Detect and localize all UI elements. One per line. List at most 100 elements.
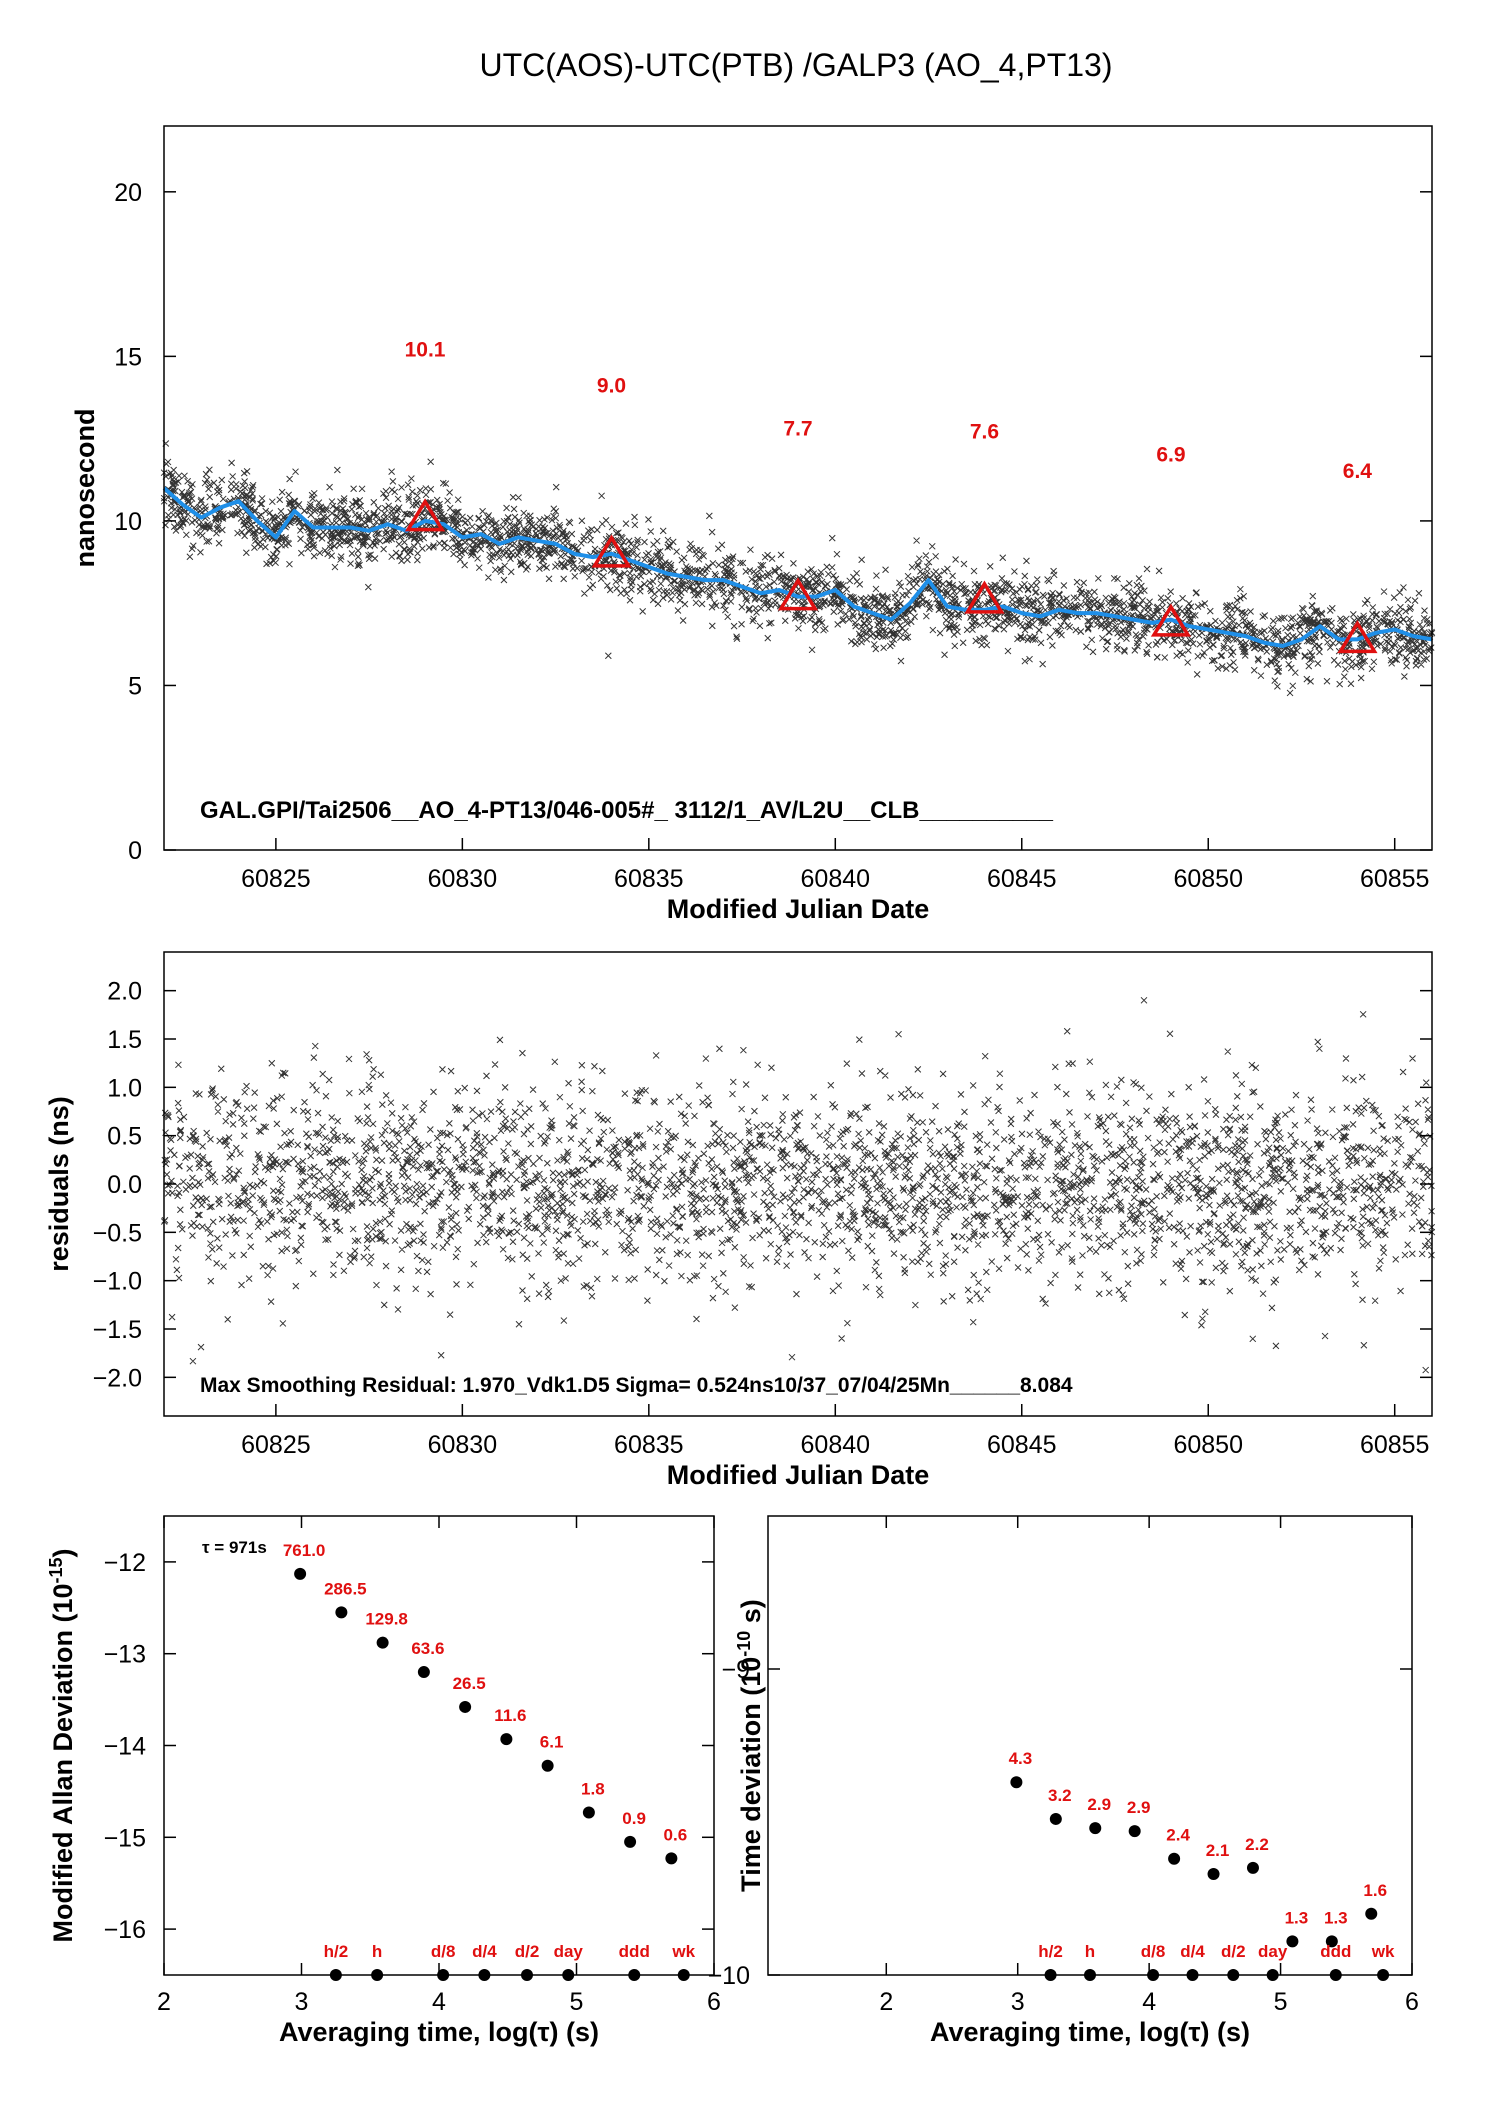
point-label: 3.2	[1048, 1786, 1072, 1805]
data-point	[665, 1852, 678, 1865]
x-tick-label: 6	[1405, 1988, 1419, 2016]
y-axis-title-exp: -15	[46, 1557, 66, 1583]
y-tick-label: 1.0	[107, 1074, 142, 1102]
interval-marker	[628, 1969, 641, 1981]
y-tick-label: 1.5	[107, 1026, 142, 1054]
y-tick-label: 15	[114, 343, 142, 371]
interval-label: ddd	[1320, 1942, 1351, 1961]
point-label: 129.8	[365, 1610, 408, 1629]
point-label: 2.4	[1166, 1826, 1190, 1845]
triangle-marker	[1150, 603, 1192, 637]
data-point	[1049, 1812, 1062, 1825]
x-tick-label: 5	[570, 1988, 584, 2016]
interval-marker	[478, 1969, 491, 1981]
y-tick-label: 0	[128, 837, 142, 865]
y-tick-label: −14	[104, 1733, 147, 1761]
triangle-marker	[777, 577, 819, 611]
interval-marker	[437, 1969, 450, 1981]
marker-label: 6.4	[1343, 460, 1373, 483]
interval-label: wk	[671, 1942, 695, 1961]
interval-label: day	[1258, 1942, 1288, 1961]
y-tick-label: 20	[114, 179, 142, 207]
x-tick-label: 3	[1011, 1988, 1025, 2016]
x-axis-title: Modified Julian Date	[667, 894, 930, 924]
marker-label: 9.0	[597, 375, 626, 398]
marker-label: 6.9	[1156, 444, 1185, 467]
y-axis-title-exp: -10	[734, 1631, 754, 1657]
interval-label: d/4	[472, 1942, 497, 1961]
residual-points	[160, 996, 1436, 1374]
interval-label: h	[1085, 1942, 1095, 1961]
x-tick-label: 60855	[1360, 865, 1430, 893]
point-label: 286.5	[324, 1579, 367, 1598]
point-label: 1.3	[1285, 1908, 1309, 1927]
y-tick-label: 0.5	[107, 1123, 142, 1151]
x-tick-label: 60835	[614, 1431, 684, 1459]
point-label: 6.1	[540, 1733, 564, 1752]
x-tick-label: 60830	[428, 865, 498, 893]
interval-label: d/8	[431, 1942, 456, 1961]
point-label: 1.8	[581, 1780, 605, 1799]
data-point	[1168, 1852, 1181, 1865]
data-point	[294, 1567, 307, 1580]
interval-label: d/2	[1221, 1942, 1246, 1961]
panel-residuals: 2.0 1.5 1.0 0.5 0.0 −0.5 −1.0 −1.5 −2.0 60825 6083…	[44, 951, 1436, 1490]
x-tick-label: 60850	[1173, 1431, 1243, 1459]
x-tick-label: 60845	[987, 1431, 1057, 1459]
interval-label: d/4	[1180, 1942, 1205, 1961]
data-point	[1246, 1861, 1259, 1874]
data-point	[1089, 1822, 1102, 1835]
y-tick-label: −12	[104, 1549, 146, 1577]
x-tick-label: 2	[879, 1988, 893, 2016]
point-label: 2.9	[1127, 1798, 1151, 1817]
data-point	[1325, 1935, 1338, 1948]
x-axis-title: Modified Julian Date	[667, 1460, 930, 1490]
interval-marker	[677, 1969, 690, 1981]
interval-marker	[1266, 1969, 1279, 1981]
data-point	[335, 1606, 348, 1619]
panel-mdev: −12 −13 −14 −15 −16 2 3 4 5 6 Averaging time, log(…	[46, 1515, 721, 2047]
y-tick-label: −1.0	[93, 1268, 142, 1296]
interval-label: d/8	[1141, 1942, 1166, 1961]
point-label: 0.6	[664, 1825, 688, 1844]
triangle-marker	[404, 498, 446, 532]
x-tick-label: 60840	[801, 865, 871, 893]
point-label: 2.2	[1245, 1835, 1269, 1854]
point-label: 4.3	[1009, 1749, 1033, 1768]
x-axis-title: Averaging time, log(τ) (s)	[279, 2017, 599, 2047]
data-point	[624, 1835, 637, 1848]
data-point	[1286, 1935, 1299, 1948]
data-points	[160, 440, 1436, 697]
y-tick-label: −1.5	[93, 1316, 142, 1344]
point-label: 761.0	[283, 1541, 326, 1560]
interval-marker	[371, 1969, 384, 1981]
x-tick-label: 60825	[241, 865, 311, 893]
point-label: 0.9	[622, 1809, 646, 1828]
data-point	[1010, 1776, 1023, 1789]
data-point	[1365, 1907, 1378, 1920]
y-tick-label: −15	[104, 1824, 146, 1852]
point-label: 11.6	[494, 1706, 526, 1725]
triangle-marker	[1337, 620, 1378, 654]
info-line: Max Smoothing Residual: 1.970_Vdk1.D5 Si…	[200, 1374, 1073, 1397]
x-tick-label: 60855	[1360, 1431, 1430, 1459]
y-tick-label: −0.5	[93, 1219, 142, 1247]
x-tick-label: 2	[157, 1988, 171, 2016]
interval-marker	[329, 1969, 342, 1981]
y-axis-title: Modified Allan Deviation (10-15)	[46, 1548, 78, 1942]
x-tick-label: 4	[432, 1988, 446, 2016]
interval-marker	[1147, 1969, 1160, 1981]
y-tick-label: 0.0	[107, 1171, 142, 1199]
plot-frame	[163, 951, 1433, 1417]
data-point	[1128, 1825, 1141, 1838]
y-axis-title-end: s)	[736, 1599, 766, 1631]
x-tick-label: 60825	[241, 1431, 311, 1459]
point-label: 1.6	[1363, 1881, 1387, 1900]
data-point	[541, 1759, 554, 1772]
interval-marker	[1329, 1969, 1342, 1981]
interval-marker	[1084, 1969, 1096, 1981]
y-axis-title-end: )	[48, 1548, 78, 1557]
y-tick-label: −2.0	[93, 1364, 142, 1392]
plot-frame	[163, 1515, 715, 1976]
point-label: 1.3	[1324, 1908, 1348, 1927]
